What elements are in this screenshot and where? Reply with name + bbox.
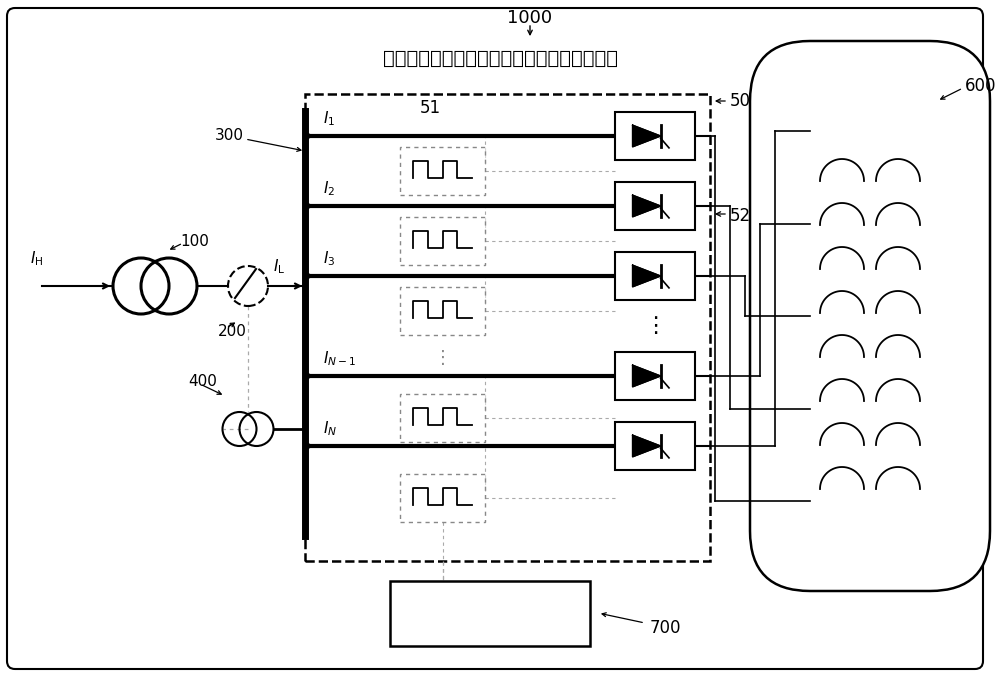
- Text: 51: 51: [419, 99, 441, 117]
- Polygon shape: [633, 265, 661, 287]
- Text: $I_1$: $I_1$: [323, 110, 335, 128]
- Bar: [615, 182, 695, 230]
- Bar: [615, 352, 695, 400]
- Bar: [400, 394, 485, 442]
- FancyBboxPatch shape: [750, 41, 990, 591]
- Text: 1000: 1000: [507, 9, 553, 27]
- Bar: [390, 581, 590, 646]
- Text: 400: 400: [188, 374, 217, 389]
- Bar: [400, 287, 485, 335]
- Polygon shape: [633, 125, 661, 147]
- Text: 52: 52: [730, 207, 751, 225]
- Text: $I_\mathrm{H}$: $I_\mathrm{H}$: [30, 249, 43, 268]
- Text: $I_3$: $I_3$: [323, 249, 335, 268]
- Bar: [615, 252, 695, 300]
- Text: $I_2$: $I_2$: [323, 179, 335, 198]
- Text: ⋮: ⋮: [644, 316, 666, 336]
- Text: 100: 100: [180, 233, 209, 249]
- Text: 300: 300: [215, 128, 244, 143]
- Text: $I_{N-1}$: $I_{N-1}$: [323, 349, 356, 368]
- FancyBboxPatch shape: [7, 8, 983, 669]
- Bar: [400, 474, 485, 522]
- Polygon shape: [633, 365, 661, 387]
- Bar: [305, 94, 710, 561]
- Polygon shape: [633, 195, 661, 217]
- Bar: [400, 217, 485, 265]
- Bar: [400, 147, 485, 195]
- Polygon shape: [633, 435, 661, 457]
- Bar: [615, 112, 695, 160]
- Text: ⋮: ⋮: [434, 349, 452, 367]
- Text: 200: 200: [218, 324, 247, 339]
- Text: 基于工况的辅助调频的电加热器功率控制系统: 基于工况的辅助调频的电加热器功率控制系统: [382, 49, 618, 68]
- Text: $I_\mathrm{L}$: $I_\mathrm{L}$: [273, 258, 285, 276]
- Text: 600: 600: [965, 77, 996, 95]
- Text: 700: 700: [650, 619, 682, 637]
- Bar: [615, 422, 695, 470]
- Text: 500: 500: [730, 92, 762, 110]
- Text: $I_N$: $I_N$: [323, 419, 337, 438]
